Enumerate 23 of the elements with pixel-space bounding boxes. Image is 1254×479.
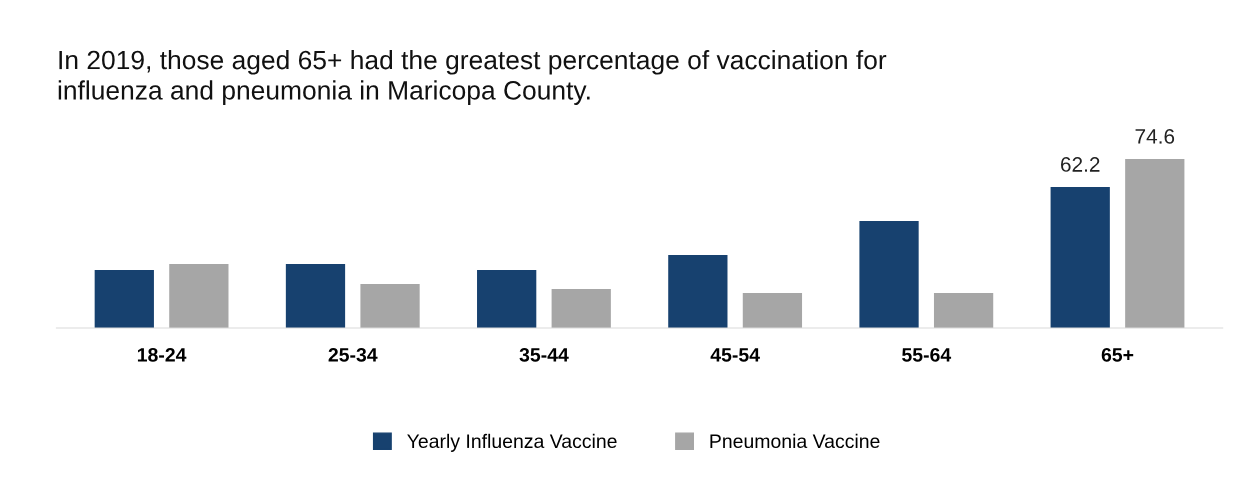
bar: [668, 255, 728, 328]
legend-label: Pneumonia Vaccine: [710, 433, 880, 449]
bar: [1125, 159, 1185, 328]
x-tick-label: 25-34: [328, 347, 378, 362]
x-tick-label: 65+: [1101, 347, 1134, 362]
x-tick-label: 35-44: [519, 347, 569, 362]
bar: [742, 293, 803, 328]
x-tick-label: 45-54: [710, 348, 760, 362]
bar: [859, 221, 919, 328]
legend-label: Yearly Influenza Vaccine: [407, 433, 617, 452]
data-label: 62.2: [1061, 157, 1100, 172]
x-tick-label: 55-64: [902, 347, 952, 362]
bar: [360, 284, 420, 328]
bar: [169, 264, 229, 328]
bar: [933, 293, 994, 328]
chart-title: In 2019, those aged 65+ had the greatest percentage of vaccination for influenza and pneumonia in Maricopa County.: [58, 50, 887, 105]
data-label: 74.6: [1135, 129, 1175, 144]
bar: [285, 264, 346, 328]
bar: [94, 270, 154, 328]
bar: [1050, 187, 1110, 328]
x-tick-label: 18-24: [137, 347, 187, 362]
bar: [477, 270, 537, 328]
bar: [551, 289, 611, 328]
